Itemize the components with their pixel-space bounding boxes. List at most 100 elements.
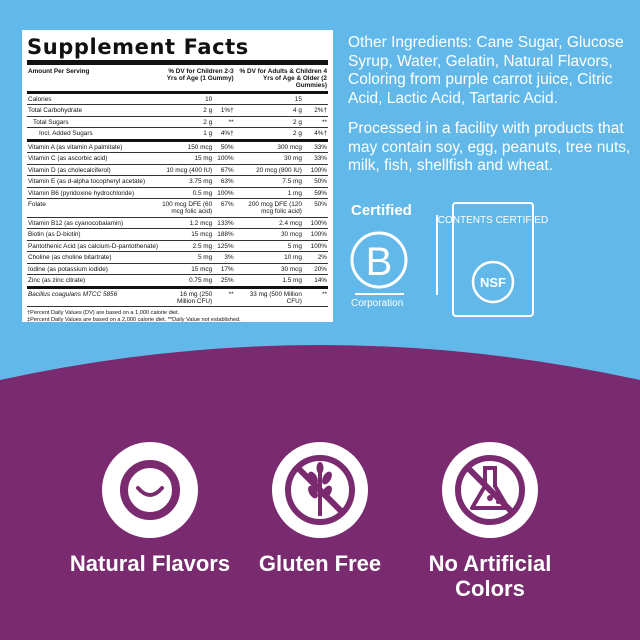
cell: 100% xyxy=(213,152,235,165)
cell: ** xyxy=(213,287,235,307)
cell: Choline (as choline bitartrate) xyxy=(27,251,160,264)
cell: Incl. Added Sugars xyxy=(27,127,160,142)
cell: 14% xyxy=(302,274,328,289)
nsf-ring xyxy=(471,260,515,304)
facts-row: Vitamin D (as cholecalciferol) 10 mcg (40… xyxy=(27,164,328,176)
cell: Vitamin E (as d-alpha tocopheryl acetate… xyxy=(27,175,160,188)
cell: 5 mg xyxy=(159,251,214,264)
cell: ** xyxy=(302,287,328,307)
allergen-note: Processed in a facility with products th… xyxy=(348,120,631,174)
cell: 33% xyxy=(302,140,328,153)
cell: 1 g xyxy=(159,127,214,142)
cell xyxy=(302,92,328,105)
cell: % DV for Adults & Children 4 Yrs of Age … xyxy=(234,65,328,94)
cell: 2.5 mg xyxy=(159,240,214,252)
icon-no-artificial-colors xyxy=(442,442,538,538)
bcorp-ring xyxy=(350,231,408,289)
cell: 2% xyxy=(302,251,328,264)
cell: Amount Per Serving xyxy=(27,65,160,94)
facts-row: Vitamin E (as d-alpha tocopheryl acetate… xyxy=(27,175,328,188)
cell: ** xyxy=(213,116,235,128)
cell: Vitamin D (as cholecalciferol) xyxy=(27,164,160,176)
cell: 10 mcg (400 IU) xyxy=(159,164,214,176)
cell: 3% xyxy=(213,251,235,264)
cell: 20% xyxy=(302,263,328,275)
cell: 15 xyxy=(234,92,303,105)
cell: 59% xyxy=(302,187,328,199)
cell: Pantothenic Acid (as calcium-D-pantothen… xyxy=(27,240,160,252)
cell: 300 mcg xyxy=(234,140,303,153)
bcorp-top: Certified xyxy=(351,202,412,219)
cell: 25% xyxy=(213,274,235,289)
cell: 0.75 mg xyxy=(159,274,214,289)
supplement-facts: Supplement Facts Amount Per Serving% DV … xyxy=(22,30,333,323)
cell: 2 g xyxy=(159,104,214,117)
icon-natural xyxy=(102,442,198,538)
cell: 67% xyxy=(213,164,235,176)
facts-title: Supplement Facts xyxy=(27,34,328,65)
cell: 30 mg xyxy=(234,152,303,165)
facts-row: Vitamin A (as vitamin A palmitate) 150 mc… xyxy=(27,140,328,153)
cell: ** xyxy=(302,116,328,128)
facts-row: Choline (as choline bitartrate) 5 mg 3% 10 … xyxy=(27,251,328,264)
cell: 7.5 mg xyxy=(234,175,303,188)
cell: 30 mcg xyxy=(234,228,303,241)
cell: 100% xyxy=(213,187,235,199)
footnote: ‡Percent Daily Values are based on a 2,0… xyxy=(27,317,241,323)
feature-label: Natural Flavors xyxy=(69,551,231,576)
cell: 50% xyxy=(213,140,235,153)
cell: Zinc (as zinc citrate) xyxy=(27,274,160,289)
facts-row: Bacillus coagulans MTCC 5856 16 mg (250 M… xyxy=(27,287,328,307)
cell: 200 mcg DFE (120 mcg folic acid) xyxy=(234,198,303,218)
cell: Total Carbohydrate xyxy=(27,104,160,117)
facts-row: Vitamin B6 (pyridoxine hydrochloride) 0.5… xyxy=(27,187,328,199)
cell: 1 mg xyxy=(234,187,303,199)
graphics: Certified B Corporation CONTENTS CERTIFI… xyxy=(0,202,640,640)
cell: 2 g xyxy=(159,116,214,128)
cell: 17% xyxy=(213,263,235,275)
cell: 2.4 mcg xyxy=(234,217,303,229)
cell: 4 g xyxy=(234,104,303,117)
cell: 100 mcg DFE (60 mcg folic acid) xyxy=(159,198,214,218)
cell: 5 mg xyxy=(234,240,303,252)
nsf-top: CONTENTS CERTIFIED xyxy=(438,215,548,226)
cell: Bacillus coagulans MTCC 5856 xyxy=(27,287,160,307)
cell: 150 mcg xyxy=(159,140,214,153)
facts-row: Zinc (as zinc citrate) 0.75 mg 25% 1.5 mg 14… xyxy=(27,274,328,289)
cell: 10 mg xyxy=(234,251,303,264)
cell: Vitamin B12 (as cyanocobalamin) xyxy=(27,217,160,229)
cell: 50% xyxy=(302,175,328,188)
nsf-top-line: CONTENTS CERTIFIED xyxy=(438,215,548,226)
cell: 10 xyxy=(159,92,214,105)
cell: Vitamin A (as vitamin A palmitate) xyxy=(27,140,160,153)
cell: 4%† xyxy=(302,127,328,142)
cell: 2 g xyxy=(234,116,303,128)
cell: 0.5 mg xyxy=(159,187,214,199)
cell: Vitamin C (as ascorbic acid) xyxy=(27,152,160,165)
cell: 15 mg xyxy=(159,152,214,165)
cell: 133% xyxy=(213,217,235,229)
cell: 100% xyxy=(302,228,328,241)
footnote: †Percent Daily Values (DV) are based on … xyxy=(27,310,180,316)
facts-row: Pantothenic Acid (as calcium-D-pantothen… xyxy=(27,240,328,252)
facts-row: Biotin (as D-biotin) 15 mcg 188% 30 mcg 100% xyxy=(27,228,328,241)
cell: % DV for Children 2-3 Yrs of Age (1 Gumm… xyxy=(159,65,235,94)
cell: 16 mg (250 Million CFU) xyxy=(159,287,214,307)
cell: Calories xyxy=(27,92,160,105)
cell: Biotin (as D-biotin) xyxy=(27,228,160,241)
cell: 1%† xyxy=(213,104,235,117)
cell: 50% xyxy=(302,198,328,218)
header-row: Amount Per Serving% DV for Children 2-3 … xyxy=(27,65,328,94)
facts-row: Iodine (as potassium iodide) 15 mcg 17% 30 … xyxy=(27,263,328,275)
facts-row: Total Carbohydrate 2 g 1%† 4 g 2%† xyxy=(27,104,328,117)
cell: 33% xyxy=(302,152,328,165)
cell: 188% xyxy=(213,228,235,241)
cell: 33 mg (500 Million CFU) xyxy=(234,287,303,307)
facts-row: Vitamin C (as ascorbic acid) 15 mg 100% 30 … xyxy=(27,152,328,165)
facts-row: Total Sugars 2 g ** 2 g ** xyxy=(27,116,328,128)
cell: Iodine (as potassium iodide) xyxy=(27,263,160,275)
nsf-box xyxy=(452,202,534,317)
cell: 2 g xyxy=(234,127,303,142)
cell: 30 mcg xyxy=(234,263,303,275)
